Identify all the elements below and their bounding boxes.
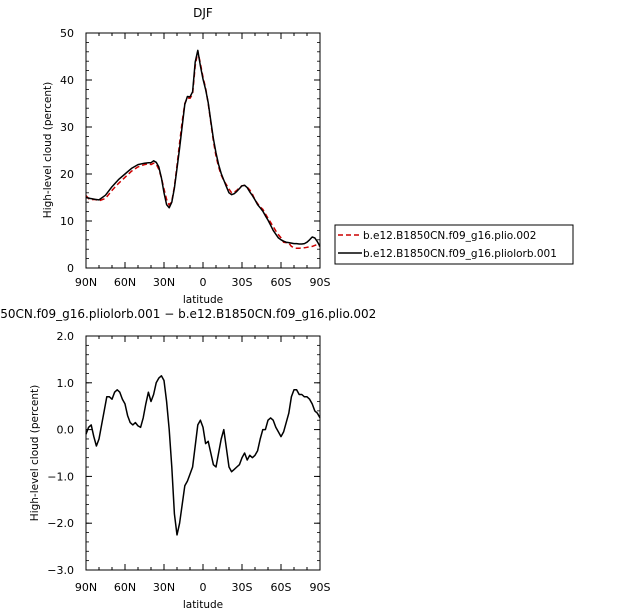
x-tick-label-top-4: 30S — [232, 276, 253, 289]
y-tick-label-bottom-5: 2.0 — [57, 330, 75, 343]
panel-bottom-ylabel: High-level cloud (percent) — [29, 385, 41, 521]
x-tick-label-top-1: 60N — [114, 276, 136, 289]
legend-label-plio: b.e12.B1850CN.f09_g16.plio.002 — [363, 230, 536, 242]
series-line-bottom-0 — [85, 375, 321, 536]
y-tick-label-bottom-2: −1.0 — [47, 470, 74, 483]
legend-label-pliolorb: b.e12.B1850CN.f09_g16.pliolorb.001 — [363, 248, 557, 260]
x-tick-label-bottom-5: 60S — [271, 581, 292, 594]
y-tick-label-top-5: 50 — [60, 27, 74, 40]
x-tick-label-top-6: 90S — [310, 276, 331, 289]
y-tick-label-top-0: 0 — [67, 262, 74, 275]
panel-top: DJF High-level cloud (percent) latitude … — [42, 6, 331, 306]
panel-top-xlabel: latitude — [183, 294, 223, 306]
y-tick-label-bottom-4: 1.0 — [57, 377, 75, 390]
plot-frame-top — [85, 32, 321, 269]
y-tick-label-top-1: 10 — [60, 215, 74, 228]
x-tick-label-top-3: 0 — [200, 276, 207, 289]
panel-top-ylabel: High-level cloud (percent) — [42, 82, 54, 218]
y-tick-label-top-3: 30 — [60, 121, 74, 134]
plot-frame-bottom — [85, 335, 321, 571]
x-tick-label-top-5: 60S — [271, 276, 292, 289]
x-tick-label-bottom-1: 60N — [114, 581, 136, 594]
x-tick-label-bottom-3: 0 — [200, 581, 207, 594]
x-tick-label-top-2: 30N — [153, 276, 175, 289]
series-line-top-1 — [85, 49, 321, 247]
y-tick-label-bottom-0: −3.0 — [47, 564, 74, 577]
y-tick-label-top-2: 20 — [60, 168, 74, 181]
x-tick-label-bottom-2: 30N — [153, 581, 175, 594]
panel-bottom-title: B50CN.f09_g16.pliolorb.001 − b.e12.B1850… — [0, 307, 376, 321]
y-tick-label-bottom-3: 0.0 — [57, 424, 75, 437]
x-tick-label-bottom-6: 90S — [310, 581, 331, 594]
panel-bottom: B50CN.f09_g16.pliolorb.001 − b.e12.B1850… — [0, 307, 376, 611]
panel-bottom-xlabel: latitude — [183, 599, 223, 611]
x-tick-label-bottom-4: 30S — [232, 581, 253, 594]
legend-box — [334, 224, 574, 265]
legend: b.e12.B1850CN.f09_g16.plio.002 b.e12.B18… — [334, 224, 574, 265]
x-tick-label-bottom-0: 90N — [75, 581, 97, 594]
y-tick-label-top-4: 40 — [60, 74, 74, 87]
y-tick-label-bottom-1: −2.0 — [47, 517, 74, 530]
panel-top-title: DJF — [193, 6, 213, 20]
x-tick-label-top-0: 90N — [75, 276, 97, 289]
